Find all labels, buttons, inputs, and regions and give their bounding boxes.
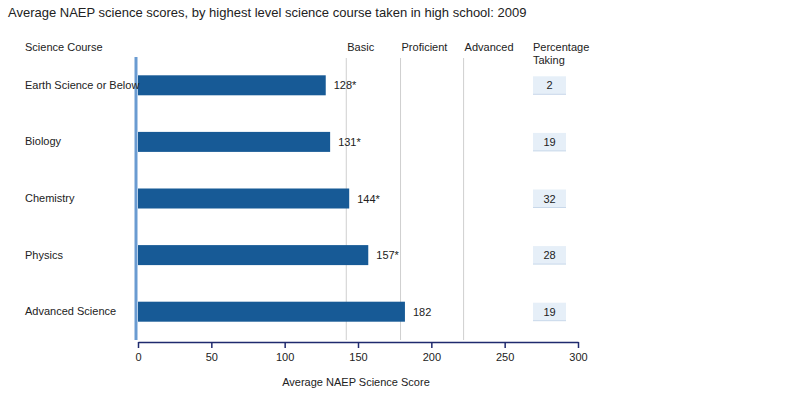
tick-mark xyxy=(138,342,140,348)
reference-label: Proficient xyxy=(402,41,448,53)
tick-label: 100 xyxy=(276,351,294,363)
reference-line xyxy=(463,58,464,340)
tick-label: 200 xyxy=(423,351,441,363)
x-axis: 0 50 100 150 200 250 300 xyxy=(135,342,587,363)
x-label: Average NAEP Science Score xyxy=(282,376,430,388)
tick-label: 150 xyxy=(349,351,367,363)
tick: 50 xyxy=(206,342,218,363)
tick-label: Physics xyxy=(25,249,63,261)
tick-mark xyxy=(504,342,506,348)
tick-label: 0 xyxy=(135,351,141,363)
tick-label: 50 xyxy=(206,351,218,363)
reference-label: Basic xyxy=(347,41,374,53)
cell-border xyxy=(533,94,566,95)
data-labels: 128* 131* 144* 157* 182 xyxy=(334,79,432,317)
tick: 0 xyxy=(135,342,141,363)
tick-mark xyxy=(211,342,213,348)
tick-mark xyxy=(431,342,433,348)
tick: Advanced Science xyxy=(25,305,136,317)
data-label: 128* xyxy=(334,79,357,91)
tick-label: Advanced Science xyxy=(25,305,116,317)
tick: 300 xyxy=(569,342,587,363)
cell-border xyxy=(533,264,566,265)
data-label: 182 xyxy=(413,306,431,318)
cell-value: 28 xyxy=(543,249,555,261)
cell-box xyxy=(533,303,566,321)
cell-value: 2 xyxy=(546,79,552,91)
bar xyxy=(138,132,330,152)
cell-box xyxy=(533,133,566,151)
reference-label: Advanced xyxy=(465,41,514,53)
column-header: PercentageTaking xyxy=(533,41,589,66)
bar xyxy=(138,302,405,322)
chart: Average NAEP science scores, by highest … xyxy=(0,0,800,410)
cell-box xyxy=(533,246,566,264)
data-label: 144* xyxy=(357,193,380,205)
bar xyxy=(138,75,326,95)
tick-label: Biology xyxy=(25,135,62,147)
reference-lines: Basic Proficient Advanced xyxy=(346,41,513,340)
tick: 100 xyxy=(276,342,294,363)
cell-box xyxy=(533,76,566,94)
cell-value: 19 xyxy=(543,136,555,148)
tick: 200 xyxy=(423,342,441,363)
cell-border xyxy=(533,320,566,321)
reference-line xyxy=(400,58,401,340)
cell-border xyxy=(533,207,566,208)
cell-value: 32 xyxy=(543,193,555,205)
y-label: Science Course xyxy=(25,41,103,53)
bars xyxy=(138,75,405,321)
tick: Physics xyxy=(25,249,136,261)
cell-box xyxy=(533,190,566,208)
tick: 150 xyxy=(349,342,367,363)
data-label: 157* xyxy=(376,249,399,261)
title: Average NAEP science scores, by highest … xyxy=(8,5,526,20)
tick: Biology xyxy=(25,135,136,147)
tick-label: Chemistry xyxy=(25,192,75,204)
tick-label: 300 xyxy=(569,351,587,363)
tick: Chemistry xyxy=(25,192,136,204)
tick: Earth Science or Below xyxy=(25,79,139,91)
tick-label: Earth Science or Below xyxy=(25,79,139,91)
bar xyxy=(138,245,368,265)
tick-mark xyxy=(578,342,580,348)
y-axis: Earth Science or Below Biology Chemistry Ph… xyxy=(25,57,139,340)
axis-line xyxy=(135,57,138,340)
cell-border xyxy=(533,150,566,151)
bar xyxy=(138,189,349,209)
tick: 250 xyxy=(496,342,514,363)
tick-label: 250 xyxy=(496,351,514,363)
tick-mark xyxy=(284,342,286,348)
cell-value: 19 xyxy=(543,306,555,318)
tick-mark xyxy=(358,342,360,348)
data-label: 131* xyxy=(338,136,361,148)
percentage-column: PercentageTaking 2 19 32 28 19 xyxy=(533,41,589,321)
